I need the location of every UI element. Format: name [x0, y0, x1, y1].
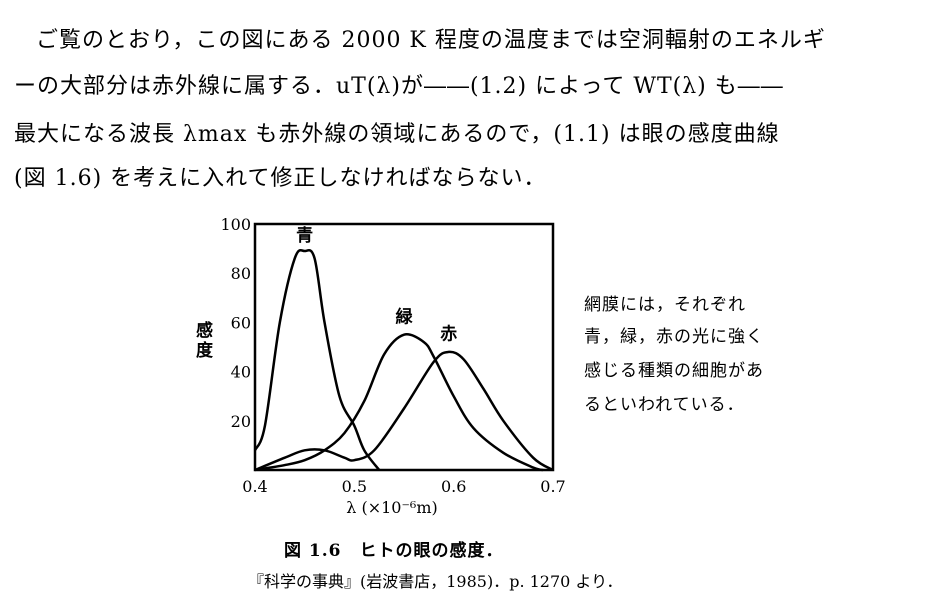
side-note-line: るといわれている． — [584, 395, 745, 415]
paragraph-line: ご覧のとおり，この図にある 2000 K 程度の温度までは空洞輻射のエネルギ — [36, 28, 826, 53]
series-label: 赤 — [440, 324, 457, 345]
x-tick-label: 0.7 — [540, 477, 565, 496]
x-axis-label: λ (×10⁻⁶m) — [346, 498, 438, 517]
curve-青 — [253, 249, 381, 471]
x-tick-label: 0.5 — [342, 477, 367, 496]
side-note-line: 感じる種類の細胞があ — [584, 361, 764, 381]
y-tick-label: 100 — [220, 215, 251, 234]
y-tick-label: 60 — [231, 313, 251, 332]
side-note-line: 網膜には，それぞれ — [584, 295, 746, 315]
side-note-line: 青，緑，赤の光に強く — [584, 327, 764, 347]
paragraph-line: 最大になる波長 λmax も赤外線の領域にあるので，(1.1) は眼の感度曲線 — [14, 122, 780, 147]
series-label: 青 — [296, 225, 313, 246]
x-tick-label: 0.6 — [441, 477, 466, 496]
y-tick-label: 80 — [231, 264, 251, 283]
paragraph-line: (図 1.6) を考えに入れて修正しなければならない． — [14, 166, 547, 191]
y-tick-label: 40 — [231, 363, 251, 382]
curve-緑 — [254, 333, 544, 472]
series-label: 緑 — [396, 306, 414, 327]
curve-赤 — [254, 350, 554, 472]
y-tick-label: 20 — [231, 412, 251, 431]
plot-frame — [253, 222, 555, 472]
figure-caption: 図 1.6 ヒトの眼の感度． — [284, 541, 504, 561]
x-tick-label: 0.4 — [242, 477, 267, 496]
paragraph-line: ーの大部分は赤外線に属する．uT(λ)が――(1.2) によって WT(λ) も… — [14, 74, 784, 99]
figure-source: 『科学の事典』(岩波書店，1985)．p. 1270 より． — [248, 572, 623, 591]
y-axis-label: 感度 — [196, 320, 214, 361]
